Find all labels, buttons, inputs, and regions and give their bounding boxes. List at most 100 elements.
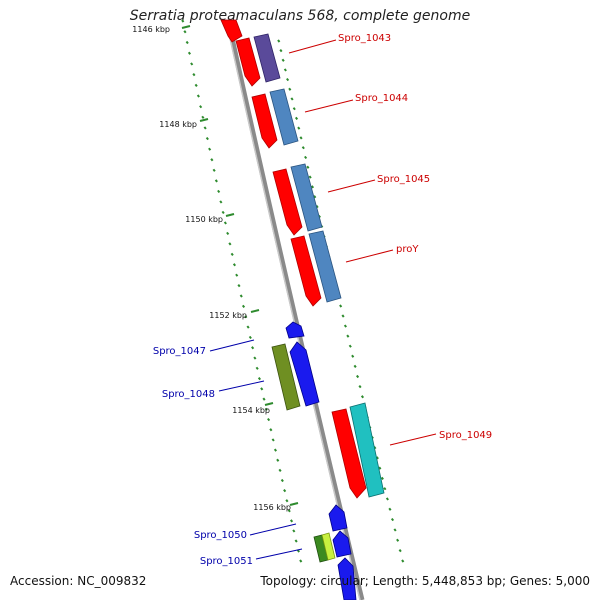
track-dot (299, 136, 303, 140)
track-dot (339, 304, 343, 308)
track-dot (248, 335, 252, 340)
gene-label: Spro_1047 (153, 346, 206, 357)
track-dot (301, 146, 305, 150)
track-dot (244, 315, 248, 319)
track-dot (199, 105, 203, 109)
tick-1152: 1152 kbp (209, 309, 260, 320)
tick-1146: 1146 kbp (132, 25, 191, 34)
track-dot (183, 30, 187, 34)
track-dot (212, 168, 216, 172)
gene-label: proY (396, 244, 419, 255)
tick-1150: 1150 kbp (185, 213, 235, 224)
track-dot (341, 314, 345, 318)
track-dot (294, 539, 298, 543)
track-dot (273, 448, 278, 452)
track-dot (196, 94, 200, 98)
gene-proy[interactable]: proY (290, 230, 419, 307)
gene-label: Spro_1050 (194, 530, 247, 541)
track-dot (356, 374, 360, 379)
tick-label: 1154 kbp (232, 406, 270, 415)
gene-label: Spro_1044 (355, 93, 408, 104)
scale-track (181, 19, 303, 563)
gene-spro-1044[interactable]: Spro_1044 (251, 88, 408, 149)
track-dot (192, 73, 196, 77)
gene-spro-1047[interactable]: Spro_1047 (153, 321, 305, 357)
track-dot (253, 356, 257, 360)
track-dot (226, 231, 230, 236)
track-dot (353, 364, 357, 368)
track-dot (299, 559, 303, 563)
track-dot (290, 97, 294, 101)
tick-label: 1152 kbp (209, 311, 247, 320)
tick-1148: 1148 kbp (159, 118, 209, 129)
track-dot (264, 407, 268, 411)
gene-clipped-top[interactable] (220, 19, 243, 43)
track-dot (228, 242, 232, 246)
track-dot (251, 346, 255, 350)
tick-label: 1148 kbp (159, 120, 197, 129)
gene-spro-1048[interactable]: Spro_1048 (162, 341, 320, 411)
track-dot (246, 325, 250, 329)
gene-label: Spro_1048 (162, 389, 215, 400)
track-dot (239, 294, 243, 298)
gene-spro-1051[interactable]: Spro_1051 (200, 530, 357, 600)
track-dot (313, 195, 317, 199)
gene-spro-1045[interactable]: Spro_1045 (272, 163, 430, 236)
track-dot (230, 252, 234, 256)
track-dot (267, 417, 271, 422)
track-dot (358, 384, 362, 389)
gene-spro-1043[interactable]: Spro_1043 (235, 33, 391, 87)
track-dot (390, 517, 395, 522)
track-dot (257, 377, 262, 381)
track-dot (221, 210, 225, 215)
track-dot (287, 509, 291, 513)
track-dot (185, 40, 189, 45)
gene-spro-1049[interactable]: Spro_1049 (331, 402, 492, 499)
track-dot (201, 115, 205, 119)
track-dot (255, 366, 259, 370)
tick-label: 1150 kbp (185, 215, 223, 224)
track-dot (283, 68, 287, 72)
gene-label: Spro_1043 (338, 33, 391, 44)
track-dot (217, 189, 221, 194)
tick-label: 1156 kbp (253, 503, 291, 512)
track-dot (205, 136, 209, 141)
track-dot (310, 185, 315, 189)
track-dot (235, 273, 239, 277)
track-dot (289, 519, 294, 523)
track-dot (187, 51, 191, 55)
track-dot (283, 489, 287, 493)
track-dot (297, 126, 301, 130)
track-dot (292, 107, 296, 111)
gene-spro-1050[interactable]: Spro_1050 (194, 504, 348, 541)
track-dot (388, 507, 392, 511)
track-dot (385, 497, 389, 501)
tick-label: 1146 kbp (132, 25, 170, 34)
track-dot (232, 263, 236, 267)
track-dot (194, 83, 198, 87)
scale-ticks: 1146 kbp 1148 kbp 1150 kbp 1152 kbp 1154… (132, 25, 299, 512)
track-dot (393, 528, 397, 532)
tick-1156: 1156 kbp (253, 502, 299, 512)
map-title: Serratia proteamaculans 568, complete ge… (129, 8, 471, 24)
track-dot (190, 62, 194, 66)
track-dot (351, 354, 355, 358)
track-dot (346, 334, 350, 338)
track-dot (396, 538, 400, 542)
accession-text: Accession: NC_009832 (10, 574, 147, 588)
track-dot (241, 304, 246, 308)
track-dot (281, 58, 285, 62)
track-dot (219, 200, 223, 204)
track-dot (210, 158, 214, 162)
gene-features: Spro_1043 Spro_1044 Spro_1045 proY (153, 19, 492, 600)
track-dot (306, 165, 310, 169)
track-dot (343, 324, 347, 328)
track-dot (294, 116, 299, 120)
track-dot (203, 126, 207, 130)
track-dot (292, 529, 296, 533)
track-dot (378, 466, 382, 470)
track-dot (208, 147, 212, 151)
track-dot (271, 438, 275, 442)
track-dot (304, 155, 308, 160)
track-dot (214, 179, 218, 183)
